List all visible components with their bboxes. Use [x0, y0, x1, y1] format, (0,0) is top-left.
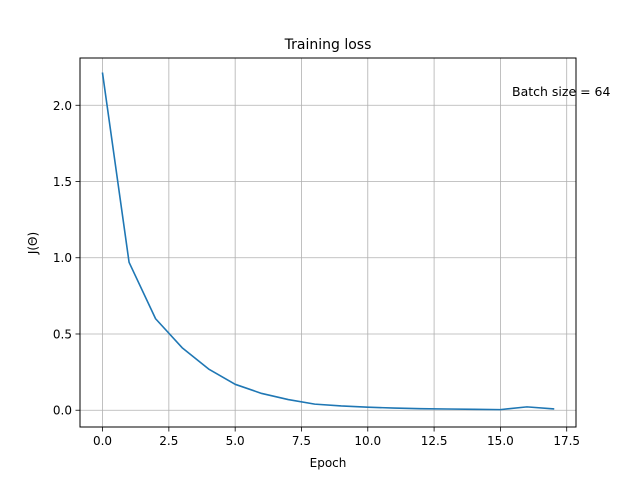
y-axis-label: J(Θ): [26, 232, 40, 255]
y-tick-label: 0.0: [53, 404, 72, 418]
x-tick-label: 2.5: [159, 434, 178, 448]
x-tick-label: 10.0: [354, 434, 381, 448]
ticks: 0.0 2.5 5.0 7.5 10.0 12.5 15.0 17.5 0.0 0.5 1.0 1.5…: [53, 99, 580, 448]
y-tick-label: 0.5: [53, 327, 72, 341]
grid: [80, 58, 576, 427]
loss-line: [101, 72, 555, 411]
batch-size-annotation: Batch size = 64: [512, 84, 611, 99]
x-tick-label: 0.0: [93, 434, 112, 448]
series-lines: [101, 72, 555, 411]
x-tick-label: 5.0: [226, 434, 245, 448]
x-axis-label: Epoch: [310, 456, 347, 470]
y-tick-label: 1.0: [53, 251, 72, 265]
x-tick-label: 7.5: [292, 434, 311, 448]
x-tick-label: 12.5: [421, 434, 448, 448]
x-tick-label: 17.5: [553, 434, 580, 448]
y-tick-label: 2.0: [53, 99, 72, 113]
chart-title: Training loss: [284, 37, 372, 53]
y-tick-label: 1.5: [53, 175, 72, 189]
x-tick-label: 15.0: [487, 434, 514, 448]
plot-frame: [79, 57, 577, 428]
